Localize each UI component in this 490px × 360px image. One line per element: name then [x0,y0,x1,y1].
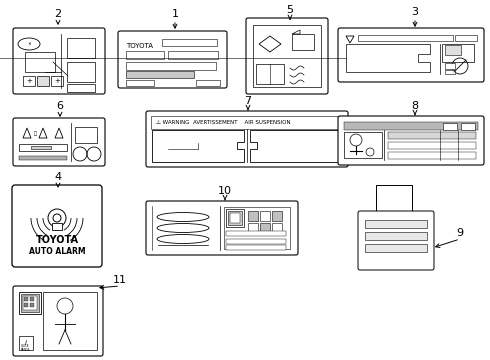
Bar [151,116,343,129]
Bar [19,292,41,314]
Text: ⚡: ⚡ [27,41,31,46]
Bar [260,211,270,221]
Bar [37,76,49,86]
Bar [272,223,282,233]
FancyBboxPatch shape [146,201,298,255]
Text: 9: 9 [457,228,464,238]
Text: 11: 11 [113,275,127,285]
Bar [445,70,455,74]
Bar [260,223,270,233]
Bar [126,71,194,78]
Bar [24,303,28,307]
Bar [226,231,286,236]
FancyBboxPatch shape [13,118,105,166]
Bar [445,45,461,55]
Bar [126,51,164,59]
Bar [455,35,477,41]
FancyBboxPatch shape [13,28,105,94]
Text: 7: 7 [245,96,251,106]
Bar [388,142,476,149]
Bar [19,336,33,350]
Bar [228,211,242,225]
Bar [24,297,28,301]
Bar [388,152,476,159]
Bar [23,76,35,86]
FancyBboxPatch shape [338,116,484,165]
Bar [51,76,63,86]
Bar [256,64,284,84]
Bar [43,292,97,350]
Bar [162,39,217,46]
Text: 1: 1 [172,9,178,19]
FancyBboxPatch shape [358,211,434,270]
FancyBboxPatch shape [146,111,348,167]
Text: 2: 2 [54,9,62,19]
Bar [25,52,55,72]
Text: TOYOTA: TOYOTA [35,235,78,245]
Bar [67,62,95,82]
Bar [376,185,412,215]
Text: TOYOTA: TOYOTA [126,43,153,49]
Bar [19,144,67,151]
Bar [196,80,220,86]
Bar [30,303,34,307]
Text: 💧: 💧 [33,130,36,135]
Bar [230,213,240,223]
Text: ⚠ WARNING  AVERTISSEMENT    AIR SUSPENSION: ⚠ WARNING AVERTISSEMENT AIR SUSPENSION [156,120,291,125]
Bar [445,63,455,69]
Bar [126,62,216,70]
Bar [442,44,474,62]
Bar [168,51,218,59]
Bar [365,220,427,228]
Bar [21,294,39,312]
Text: +: + [26,78,32,84]
Bar [226,209,244,227]
Bar [75,127,97,143]
Bar [226,245,286,250]
Bar [443,123,457,130]
Text: 4: 4 [54,172,62,182]
Bar [30,297,34,301]
Text: QUICK
RANGE: QUICK RANGE [21,344,30,352]
Bar [344,122,478,130]
Text: +: + [54,78,60,84]
Text: 10: 10 [218,186,232,196]
Bar [67,38,95,58]
Bar [224,207,290,249]
FancyBboxPatch shape [338,28,484,82]
Bar [272,211,282,221]
Bar [292,34,314,50]
Bar [226,239,286,244]
Bar [248,223,258,233]
Bar [365,244,427,252]
Bar [23,296,37,310]
Text: i: i [25,340,27,346]
FancyBboxPatch shape [12,185,102,267]
FancyBboxPatch shape [246,18,328,94]
Bar [67,84,95,92]
Bar [52,223,62,230]
Bar [248,211,258,221]
Bar [461,123,475,130]
Bar [358,35,453,41]
FancyBboxPatch shape [118,31,227,88]
Bar [31,146,51,149]
Bar [19,156,67,160]
Text: 5: 5 [287,5,294,15]
Text: 3: 3 [412,7,418,17]
Bar [126,80,154,86]
Bar [388,132,476,139]
Bar [365,232,427,240]
Text: AUTO ALARM: AUTO ALARM [29,248,85,256]
Text: 8: 8 [412,101,418,111]
Text: 6: 6 [56,101,64,111]
FancyBboxPatch shape [13,286,103,356]
Bar [344,132,382,158]
Bar [253,25,321,87]
